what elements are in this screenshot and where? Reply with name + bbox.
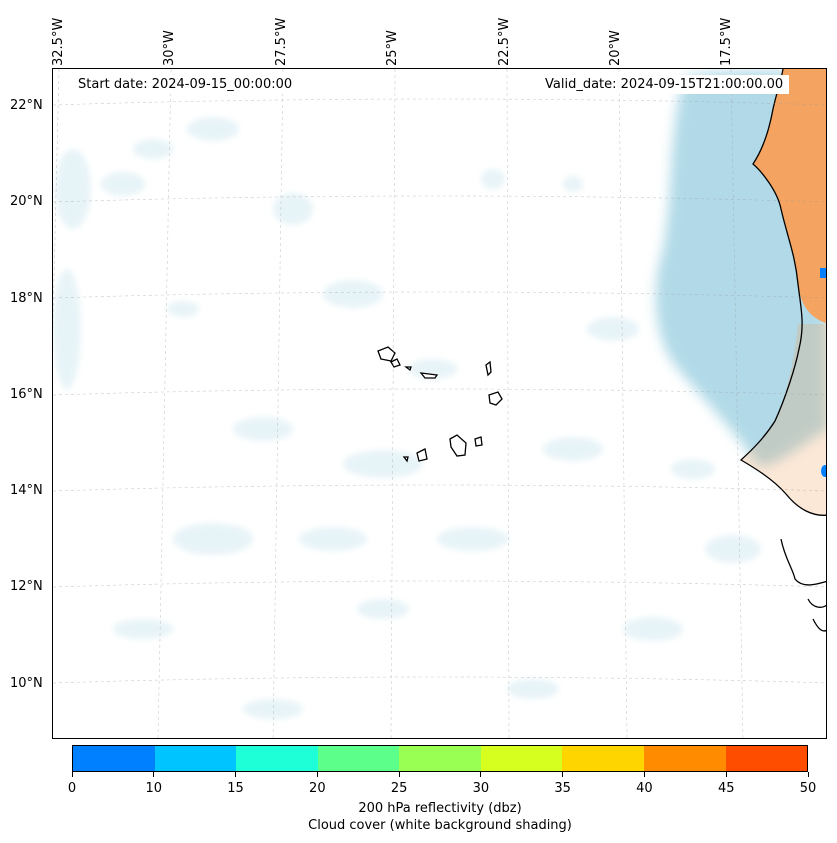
colorbar-segment-8 [725, 746, 808, 771]
reflectivity-marker-south [821, 465, 826, 477]
lon-label-17-5w: 17.5°W [719, 17, 734, 66]
colorbar-segment-5 [480, 746, 563, 771]
colorbar-segment-1 [154, 746, 237, 771]
colorbar-title: 200 hPa reflectivity (dbz) [358, 801, 522, 816]
lat-label-14n: 14°N [10, 483, 43, 498]
lon-label-22-5w: 22.5°W [497, 17, 512, 66]
land-mauritania [753, 69, 826, 324]
colorbar-tick-label: 10 [145, 781, 163, 796]
colorbar-tick [316, 772, 318, 777]
colorbar-tick-label: 20 [309, 781, 326, 796]
colorbar-tick [398, 772, 400, 777]
colorbar-tick [807, 772, 809, 777]
land-senegal [741, 324, 826, 516]
map-canvas [53, 69, 826, 738]
lat-label-22n: 22°N [10, 98, 43, 113]
cloud-cover-patches [53, 117, 761, 719]
graticule [53, 69, 826, 738]
colorbar-tick-label: 45 [717, 781, 735, 796]
colorbar-tick-label: 35 [554, 781, 571, 796]
lat-label-12n: 12°N [10, 579, 43, 594]
map-panel[interactable] [52, 68, 827, 739]
colorbar-segment-7 [643, 746, 726, 771]
colorbar-tick [643, 772, 645, 777]
colorbar-tick [153, 772, 155, 777]
lon-label-20w: 20°W [608, 30, 623, 66]
colorbar-tick [71, 772, 73, 777]
lat-label-18n: 18°N [10, 291, 43, 306]
colorbar-tick [562, 772, 564, 777]
colorbar-segment-6 [562, 746, 644, 771]
colorbar-tick-label: 50 [799, 781, 817, 796]
colorbar-segment-0 [73, 746, 155, 771]
colorbar-tick-label: 25 [390, 781, 408, 796]
lon-label-30w: 30°W [162, 30, 177, 66]
colorbar-tick [725, 772, 727, 777]
lat-label-20n: 20°N [10, 194, 43, 209]
colorbar-segment-4 [399, 746, 481, 771]
colorbar-subtitle: Cloud cover (white background shading) [308, 818, 572, 833]
colorbar-tick-label: 40 [636, 781, 653, 796]
lon-label-32-5w: 32.5°W [51, 17, 66, 66]
colorbar-tick-label: 15 [227, 781, 244, 796]
colorbar-tick [480, 772, 482, 777]
colorbar-segment-3 [317, 746, 400, 771]
colorbar-tick-label: 0 [67, 781, 77, 796]
reflectivity-marker-north [820, 268, 826, 278]
valid-date-label: Valid_date: 2024-09-15T21:00:00.00 [539, 75, 790, 94]
colorbar [72, 745, 808, 772]
start-date-label: Start date: 2024-09-15_00:00:00 [72, 75, 299, 94]
lon-label-27-5w: 27.5°W [274, 17, 289, 66]
coastline [739, 69, 826, 632]
colorbar-tick [235, 772, 237, 777]
colorbar-tick-label: 30 [472, 781, 490, 796]
colorbar-segment-2 [236, 746, 318, 771]
lat-label-10n: 10°N [10, 676, 43, 691]
lon-label-25w: 25°W [385, 30, 400, 66]
lat-label-16n: 16°N [10, 387, 43, 402]
